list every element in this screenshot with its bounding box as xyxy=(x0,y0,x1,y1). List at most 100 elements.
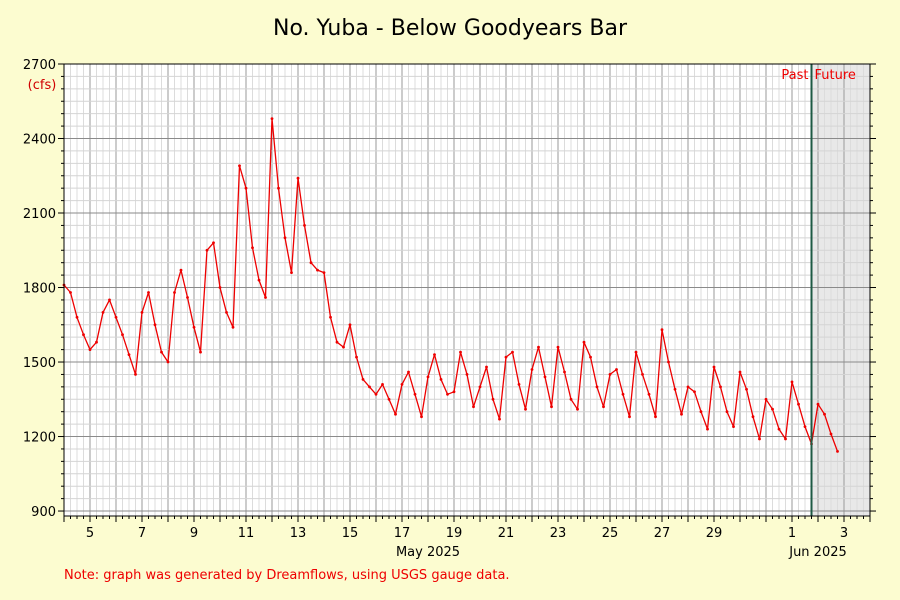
series-line xyxy=(63,117,839,452)
data-point xyxy=(836,450,839,453)
data-point xyxy=(745,387,748,391)
data-point xyxy=(498,417,501,421)
data-point xyxy=(69,291,72,294)
data-point xyxy=(452,390,456,394)
data-point xyxy=(147,291,150,294)
data-point xyxy=(140,311,144,314)
data-point xyxy=(205,248,209,252)
data-point xyxy=(439,378,443,381)
data-point xyxy=(667,360,670,364)
data-point xyxy=(725,410,729,414)
data-point xyxy=(524,407,527,411)
y-tick-label: 2100 xyxy=(23,207,56,222)
x-tick-label: 15 xyxy=(342,526,359,541)
data-point xyxy=(413,392,417,396)
x-tick-label: 5 xyxy=(86,526,94,541)
data-point xyxy=(647,392,651,396)
data-point xyxy=(543,375,547,379)
data-point xyxy=(628,415,631,419)
data-point xyxy=(784,437,787,441)
data-point xyxy=(290,271,293,274)
data-point xyxy=(231,325,235,329)
data-point xyxy=(641,373,644,376)
data-point xyxy=(829,432,833,436)
grid-lines xyxy=(63,63,871,516)
data-point xyxy=(758,437,761,441)
data-point xyxy=(218,286,222,289)
data-point xyxy=(179,268,183,272)
data-point xyxy=(433,353,436,356)
y-tick-label: 1800 xyxy=(23,282,56,297)
x-tick-label: 1 xyxy=(788,526,796,541)
data-point xyxy=(517,383,521,386)
data-point xyxy=(764,397,768,401)
data-point xyxy=(556,345,560,349)
data-point xyxy=(751,415,755,419)
data-point xyxy=(238,164,241,168)
data-point xyxy=(485,365,488,369)
data-point xyxy=(368,385,371,389)
data-point xyxy=(589,355,592,359)
data-point xyxy=(563,370,566,374)
data-point xyxy=(511,350,514,354)
data-point xyxy=(400,383,404,386)
data-point xyxy=(803,425,807,428)
data-point xyxy=(673,387,677,391)
x-tick-label: 9 xyxy=(190,526,198,541)
data-point xyxy=(335,340,339,344)
data-point xyxy=(491,397,495,401)
data-point xyxy=(621,392,625,396)
x-tick-label: 17 xyxy=(394,526,411,541)
data-point xyxy=(771,407,774,411)
x-tick-label: 21 xyxy=(498,526,515,541)
data-point xyxy=(387,397,391,401)
y-tick-label: 1500 xyxy=(23,356,56,371)
data-point xyxy=(569,397,573,401)
data-point xyxy=(537,345,540,349)
data-point xyxy=(101,311,105,314)
data-point xyxy=(420,415,423,419)
data-point xyxy=(595,385,599,389)
data-point xyxy=(82,333,85,337)
data-point xyxy=(576,407,579,411)
series-layer xyxy=(62,117,839,453)
month-label: Jun 2025 xyxy=(788,545,847,560)
data-point xyxy=(790,380,794,384)
data-point xyxy=(478,385,482,389)
data-point xyxy=(283,236,287,240)
data-point xyxy=(264,296,267,299)
data-point xyxy=(374,392,378,396)
data-point xyxy=(426,375,430,379)
data-point xyxy=(823,412,826,416)
data-point xyxy=(693,390,696,394)
data-point xyxy=(712,365,716,369)
data-point xyxy=(738,370,742,374)
data-point xyxy=(634,350,638,354)
data-point xyxy=(602,405,605,409)
data-point xyxy=(582,340,586,344)
data-point xyxy=(550,405,553,409)
data-point xyxy=(615,368,618,371)
data-point xyxy=(686,385,690,389)
data-point xyxy=(394,412,397,416)
data-point xyxy=(134,373,137,376)
y-axis-unit: (cfs) xyxy=(28,78,57,93)
data-point xyxy=(121,333,124,337)
y-tick-label: 1200 xyxy=(23,431,56,446)
data-point xyxy=(816,402,820,406)
data-point xyxy=(660,328,664,332)
data-point xyxy=(348,323,352,327)
data-point xyxy=(608,373,612,376)
data-point xyxy=(257,278,261,282)
data-point xyxy=(75,315,79,319)
data-point xyxy=(699,410,703,414)
data-point xyxy=(173,291,176,294)
x-tick-label: 27 xyxy=(654,526,671,541)
data-point xyxy=(225,311,228,314)
data-point xyxy=(199,350,202,354)
x-tick-label: 25 xyxy=(602,526,619,541)
data-point xyxy=(322,271,326,274)
data-point xyxy=(160,350,163,354)
